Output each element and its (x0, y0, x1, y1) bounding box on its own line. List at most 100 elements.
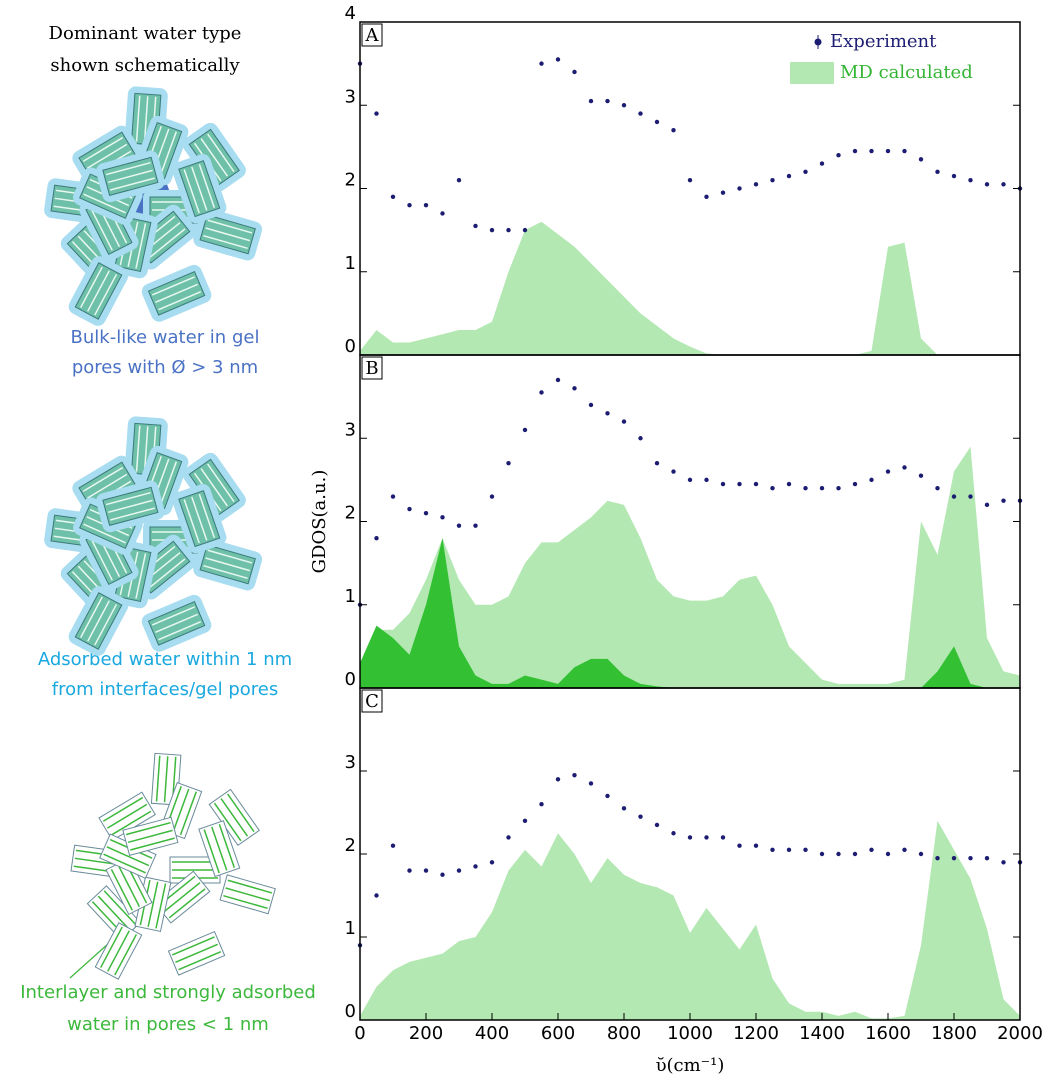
schematic (44, 416, 263, 656)
experiment-point (440, 211, 445, 216)
y-tick-label: 4 (345, 3, 356, 24)
panel-label-box (361, 23, 383, 47)
particle-stripe (183, 499, 200, 544)
experiment-point (902, 465, 907, 470)
particle-stripe (148, 558, 186, 589)
experiment-point (638, 814, 643, 819)
panel-label: A (365, 25, 380, 46)
experiment-point (902, 148, 907, 154)
experiment-point (869, 847, 874, 853)
experiment-point (902, 847, 907, 853)
y-tick-label: 0 (345, 669, 356, 690)
experiment-point (390, 843, 396, 848)
experiment-point (390, 494, 396, 499)
experiment-point (621, 806, 627, 811)
experiment-point (770, 486, 775, 491)
particle-stripe (225, 887, 271, 902)
y-tick-label: 0 (345, 336, 356, 357)
particle-stripe (103, 853, 146, 874)
particle-stripe (203, 234, 248, 250)
caption: Interlayer and strongly adsorbed (20, 982, 316, 1003)
experiment-point (638, 111, 643, 116)
experiment-point (951, 173, 957, 179)
particle-stripe (87, 600, 110, 642)
particle-stripe (143, 426, 149, 473)
panel-label: B (365, 358, 378, 379)
experiment-point (869, 477, 874, 483)
experiment-point (456, 868, 462, 873)
particle-stripe (82, 466, 124, 492)
particle-stripe (218, 824, 236, 869)
experiment-point (473, 523, 478, 528)
particle-stripe (114, 934, 138, 976)
particle-stripe (125, 821, 171, 836)
particle-stripe (147, 881, 159, 927)
particle-stripe (171, 936, 215, 956)
experiment-point (720, 190, 726, 195)
experiment-point (704, 477, 709, 483)
particle-stripe (159, 131, 177, 176)
y-tick-label: 1 (345, 253, 356, 274)
particle-stripe (158, 621, 202, 641)
experiment-point (423, 510, 429, 516)
experiment-point (918, 473, 924, 478)
legend-label: Experiment (830, 31, 937, 52)
particle-stripe (107, 803, 148, 829)
experiment-point (885, 148, 891, 154)
particle-stripe (102, 796, 144, 822)
x-tick-label: 0 (354, 1023, 365, 1044)
experiment-point (506, 835, 511, 840)
particle-stripe (110, 177, 155, 191)
particle-stripe (172, 788, 190, 833)
experiment-point (786, 173, 792, 179)
particle-stripe (127, 829, 173, 844)
x-tick-label: 1400 (799, 1023, 845, 1044)
particle-stripe (107, 169, 153, 184)
experiment-point (935, 169, 940, 175)
y-tick-label: 1 (345, 586, 356, 607)
particle-stripe (220, 798, 249, 837)
x-tick-label: 200 (409, 1023, 443, 1044)
experiment-point (704, 194, 709, 200)
y-axis-label: GDOS(a.u.) (309, 470, 330, 574)
particle-stripe (198, 494, 216, 539)
experiment-point (489, 860, 495, 865)
left-title: shown schematically (50, 55, 240, 76)
experiment-point (951, 855, 957, 861)
experiment-point (737, 481, 742, 487)
experiment-point (440, 515, 445, 520)
experiment-point (506, 227, 511, 233)
particle-stripe (135, 425, 141, 472)
experiment-point (935, 855, 940, 861)
schematic (44, 86, 263, 326)
particle-stripe (168, 888, 206, 919)
particle-stripe (135, 553, 147, 599)
experiment-point (588, 98, 594, 104)
x-axis-label: ῠ(cm⁻¹) (656, 1055, 725, 1076)
legend-swatch (790, 62, 834, 84)
experiment-point (968, 855, 973, 861)
experiment-point (621, 103, 627, 108)
particle-stripe (178, 951, 222, 971)
experiment-point (423, 868, 429, 873)
experiment-point (407, 506, 412, 512)
particle-stripe (179, 791, 197, 836)
x-tick-label: 600 (541, 1023, 575, 1044)
experiment-point (836, 486, 841, 491)
experiment-point (555, 377, 561, 383)
experiment-point (737, 843, 742, 848)
x-tick-label: 800 (607, 1023, 641, 1044)
particle-stripe (203, 564, 248, 580)
particle-stripe (207, 549, 253, 564)
particle-stripe (159, 461, 177, 506)
particle-stripe (130, 837, 175, 851)
x-tick-label: 1600 (865, 1023, 911, 1044)
experiment-point (803, 847, 808, 853)
md-area (360, 538, 1020, 688)
experiment-point (770, 847, 775, 853)
particle-stripe (151, 606, 195, 626)
particle-stripe (191, 496, 208, 541)
experiment-point (671, 469, 676, 474)
experiment-point (489, 494, 495, 499)
